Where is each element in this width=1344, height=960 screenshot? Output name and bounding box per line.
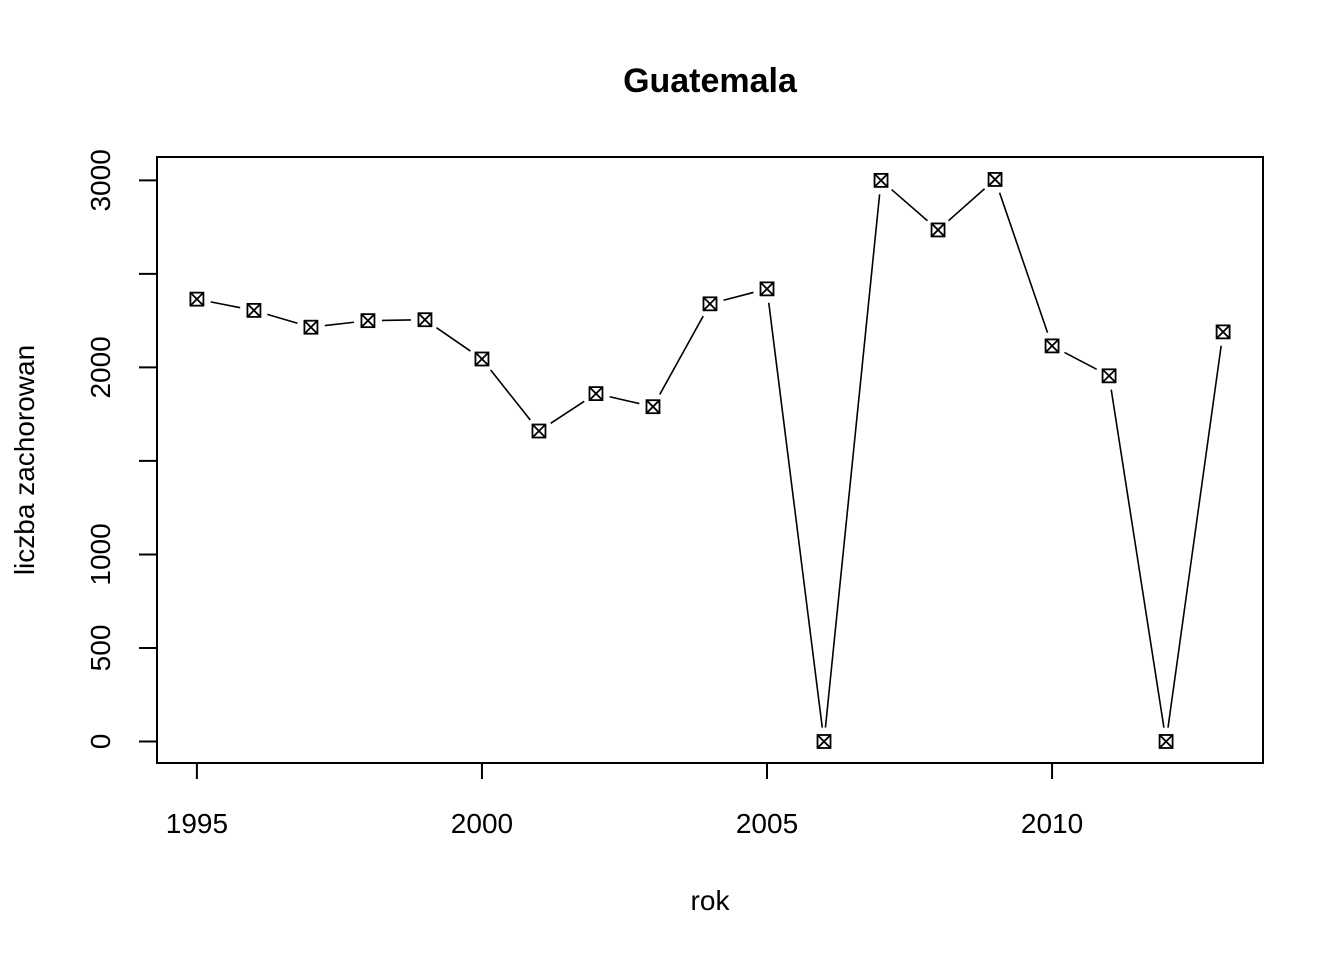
point-box xyxy=(1215,324,1231,340)
point-cross-b xyxy=(645,399,661,414)
point-box xyxy=(189,291,205,307)
data-point xyxy=(360,313,376,329)
series-segment xyxy=(659,315,704,395)
series-segment xyxy=(490,369,531,421)
point-box xyxy=(531,423,547,439)
y-axis: 0 500 1000 2000 3000 xyxy=(85,149,158,750)
series-segment xyxy=(210,301,241,309)
series-segment xyxy=(1110,389,1165,728)
series-segment xyxy=(550,400,585,424)
y-tick-label: 3000 xyxy=(85,149,116,211)
data-point xyxy=(246,302,262,318)
data-point xyxy=(873,172,889,188)
y-tick-label: 0 xyxy=(85,734,116,750)
data-point xyxy=(531,423,547,439)
series-segment xyxy=(609,395,640,405)
x-tick-label: 1995 xyxy=(166,808,228,839)
point-cross-b xyxy=(873,173,889,188)
point-box xyxy=(1158,734,1174,749)
series-segment xyxy=(723,291,754,302)
data-point xyxy=(588,386,604,402)
x-tick-label: 2005 xyxy=(736,808,798,839)
point-cross-b xyxy=(1101,368,1117,383)
series-segment xyxy=(1167,345,1222,728)
x-tick-label: 2000 xyxy=(451,808,513,839)
series-segment xyxy=(824,194,881,728)
point-box xyxy=(873,172,889,188)
point-box xyxy=(474,351,490,367)
point-cross-b xyxy=(1158,734,1174,749)
x-tick-label: 2010 xyxy=(1021,808,1083,839)
point-box xyxy=(417,312,433,328)
markers-group xyxy=(189,172,1231,749)
point-cross-b xyxy=(474,351,490,367)
point-cross-b xyxy=(189,292,205,307)
point-box xyxy=(759,281,775,297)
point-box xyxy=(1044,338,1060,354)
point-cross-b xyxy=(930,222,946,238)
data-point xyxy=(1044,338,1060,354)
point-cross-b xyxy=(987,172,1003,187)
data-point xyxy=(759,281,775,297)
point-cross-b xyxy=(816,734,832,749)
series-segment xyxy=(324,321,355,327)
point-cross-b xyxy=(417,312,433,327)
data-point xyxy=(702,296,718,312)
data-point xyxy=(1215,324,1231,340)
point-box xyxy=(303,319,319,335)
data-point xyxy=(189,291,205,307)
y-tick-label: 1000 xyxy=(85,523,116,585)
point-cross-b xyxy=(702,296,718,311)
series-segment xyxy=(947,188,986,222)
point-box xyxy=(246,302,262,318)
series-segment xyxy=(1064,351,1098,371)
series-group xyxy=(210,188,1222,728)
y-tick-label: 2000 xyxy=(85,336,116,398)
point-cross-b xyxy=(360,313,376,328)
point-box xyxy=(987,172,1003,187)
series-segment xyxy=(436,327,471,352)
series-segment xyxy=(998,192,1049,333)
point-box xyxy=(1101,368,1117,384)
point-box xyxy=(816,734,832,749)
data-point xyxy=(987,172,1003,187)
point-cross-b xyxy=(303,320,319,335)
point-cross-b xyxy=(246,303,262,318)
data-point xyxy=(930,222,946,238)
point-cross-b xyxy=(1215,324,1231,340)
point-box xyxy=(645,399,661,415)
point-box xyxy=(930,222,946,238)
data-point xyxy=(1101,368,1117,384)
point-box xyxy=(588,386,604,402)
y-tick-label: 500 xyxy=(85,625,116,672)
data-point xyxy=(474,351,490,367)
series-segment xyxy=(267,313,298,325)
data-point xyxy=(1158,734,1174,749)
chart-title: Guatemala xyxy=(623,62,798,100)
plot-frame xyxy=(156,156,1264,764)
data-point xyxy=(816,734,832,749)
series-segment xyxy=(767,302,824,728)
data-point xyxy=(645,399,661,415)
point-box xyxy=(360,313,376,329)
x-axis: 1995 2000 2005 2010 xyxy=(166,762,1083,839)
point-box xyxy=(702,296,718,312)
x-axis-label: rok xyxy=(691,885,731,916)
data-point xyxy=(303,319,319,335)
point-cross-b xyxy=(588,386,604,401)
data-point xyxy=(417,312,433,328)
y-axis-label: liczba zachorowan xyxy=(9,345,40,575)
point-cross-b xyxy=(759,281,775,296)
point-cross-b xyxy=(1044,338,1060,354)
series-segment xyxy=(891,188,929,222)
point-cross-b xyxy=(531,423,547,439)
